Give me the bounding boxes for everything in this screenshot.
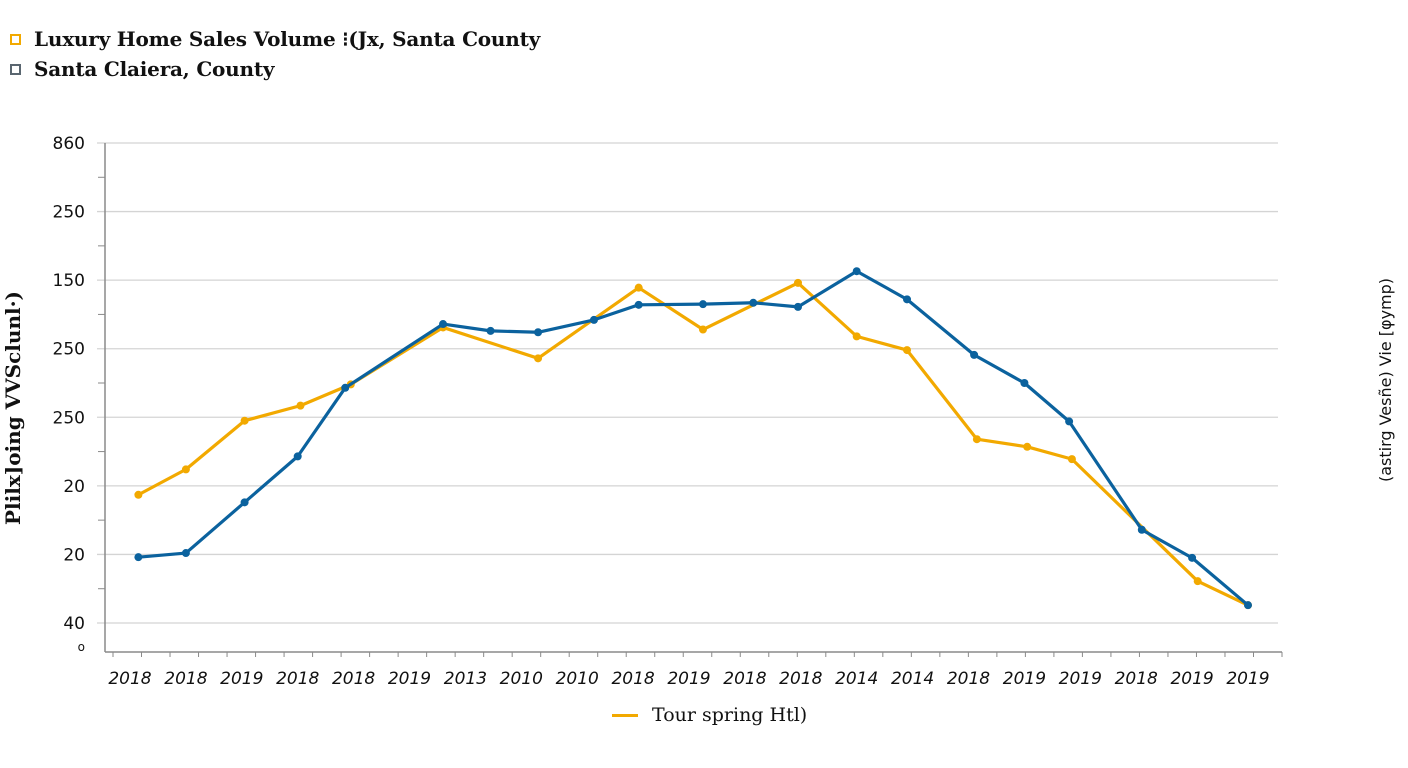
data-point-orange xyxy=(634,283,643,292)
y-tick-label: 860 xyxy=(53,134,85,154)
x-tick-label: 2014 xyxy=(891,669,934,689)
data-point-blue xyxy=(240,498,249,507)
y-axis-label-right: (astirg Vesñe) Vie [φymp) xyxy=(1376,278,1395,482)
legend-item-orange[interactable]: Luxury Home Sales Volume ⁝(Jx, Santa Cou… xyxy=(10,24,540,54)
x-tick-label: 2019 xyxy=(1003,669,1046,689)
y-tick-label: 20 xyxy=(63,477,85,497)
gridlines xyxy=(97,142,1278,624)
x-tick-label: 2018 xyxy=(332,669,375,689)
data-point-orange xyxy=(972,435,981,444)
y-tick-label: 150 xyxy=(53,271,85,291)
data-point-orange xyxy=(534,354,543,363)
data-point-blue xyxy=(589,315,598,324)
data-point-orange xyxy=(794,278,803,287)
data-point-orange xyxy=(134,490,143,499)
data-point-orange xyxy=(852,332,861,341)
legend-item-gray[interactable]: Santa Claiera, County xyxy=(10,54,540,84)
data-point-blue xyxy=(1065,417,1074,426)
x-tick-label: 2019 xyxy=(388,669,431,689)
x-tick-label: 2018 xyxy=(947,669,990,689)
legend-label: Santa Claiera, County xyxy=(34,57,275,81)
x-tick-label: 2010 xyxy=(500,669,543,689)
x-tick-label: 2018 xyxy=(779,669,822,689)
x-tick-label: 2019 xyxy=(220,669,263,689)
x-tick-label: 2014 xyxy=(835,669,878,689)
data-point-blue xyxy=(181,549,190,558)
data-point-blue xyxy=(341,383,350,392)
y-tick-label: 250 xyxy=(53,340,85,360)
data-point-blue xyxy=(1137,525,1146,534)
y-tick-label: 40 xyxy=(63,614,85,634)
data-point-orange xyxy=(1023,442,1032,451)
data-point-blue xyxy=(534,328,543,337)
y-tick-label: 250 xyxy=(53,408,85,428)
data-point-blue xyxy=(634,300,643,309)
legend: Luxury Home Sales Volume ⁝(Jx, Santa Cou… xyxy=(10,24,540,84)
data-point-orange xyxy=(1067,455,1076,464)
legend-swatch-orange xyxy=(10,33,21,45)
data-point-orange xyxy=(903,346,912,355)
legend-swatch-gray xyxy=(10,63,21,75)
data-point-blue xyxy=(1188,553,1197,562)
y-tick-label: 20 xyxy=(63,545,85,565)
axes xyxy=(98,143,1283,657)
x-tick-label: 2019 xyxy=(1170,669,1213,689)
y-axis-label: Plilx]oing VVSclunl·) xyxy=(1,291,25,525)
data-point-blue xyxy=(698,300,707,309)
series-lines xyxy=(134,267,1252,610)
x-tick-label: 2013 xyxy=(444,669,487,689)
x-tick-label: 2018 xyxy=(1115,669,1158,689)
data-point-orange xyxy=(181,465,190,474)
data-point-orange xyxy=(296,401,305,410)
x-tick-label: 2019 xyxy=(1059,669,1102,689)
bottom-legend-label: Tour spring Htl) xyxy=(652,704,808,726)
data-point-blue xyxy=(852,267,861,276)
y-tick-label: o xyxy=(78,640,85,654)
data-point-blue xyxy=(903,295,912,304)
x-tick-label: 2018 xyxy=(276,669,319,689)
x-tick-label: 2019 xyxy=(667,669,710,689)
data-point-blue xyxy=(439,320,448,329)
x-tick-label: 2018 xyxy=(164,669,207,689)
data-point-blue xyxy=(486,326,495,335)
data-point-blue xyxy=(794,302,803,311)
legend-label: Luxury Home Sales Volume ⁝(Jx, Santa Cou… xyxy=(34,27,541,51)
data-point-orange xyxy=(1193,577,1202,586)
data-point-orange xyxy=(698,325,707,334)
x-tick-label: 2018 xyxy=(611,669,654,689)
y-tick-label: 250 xyxy=(53,203,85,223)
x-tick-label: 2010 xyxy=(556,669,599,689)
data-point-blue xyxy=(134,553,143,562)
y-tick-labels: 860 250 150 250 250 20 20 40 o xyxy=(53,134,85,654)
data-point-blue xyxy=(1244,601,1252,610)
data-point-blue xyxy=(970,350,979,359)
bottom-legend[interactable]: Tour spring Htl) xyxy=(612,704,807,726)
bottom-legend-line xyxy=(612,713,638,717)
data-point-orange xyxy=(240,416,249,425)
x-tick-labels: 2018 2018 2019 2018 2018 2019 2013 2010 2010 2018… xyxy=(108,669,1269,689)
data-point-blue xyxy=(293,452,302,461)
x-tick-label: 2019 xyxy=(1226,669,1269,689)
x-tick-label: 2018 xyxy=(723,669,766,689)
data-point-blue xyxy=(1020,379,1029,387)
data-point-blue xyxy=(749,298,758,307)
x-tick-label: 2018 xyxy=(108,669,151,689)
